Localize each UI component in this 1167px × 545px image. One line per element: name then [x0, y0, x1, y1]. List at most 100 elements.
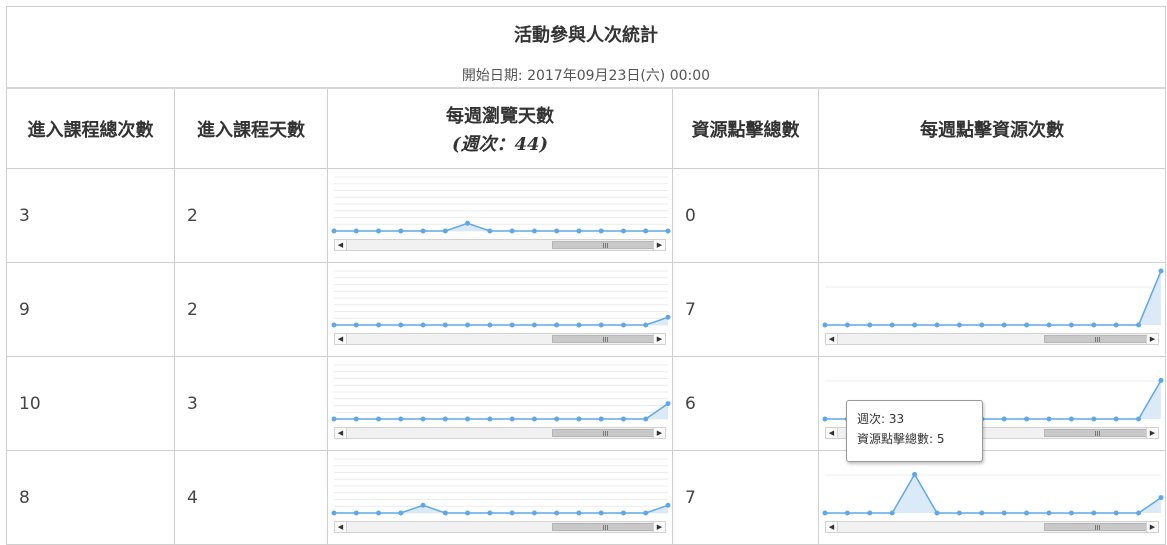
- scroll-right-icon[interactable]: ▶: [653, 522, 665, 532]
- header-total-entries: 進入課程總次數: [6, 87, 175, 169]
- scroll-left-icon[interactable]: ◀: [335, 240, 347, 250]
- clicks-point-12: [1091, 510, 1097, 516]
- clicks-point-3: [889, 322, 895, 328]
- browse-point-14: [643, 322, 649, 328]
- scroll-right-icon[interactable]: ▶: [653, 428, 665, 438]
- scroll-left-icon[interactable]: ◀: [335, 428, 347, 438]
- browse-point-9: [531, 416, 537, 422]
- browse-sparkline: [331, 458, 671, 516]
- scroll-thumb[interactable]: III: [552, 429, 659, 438]
- browse-point-0: [331, 510, 337, 516]
- chart-scrollbar[interactable]: ◀ III ▶: [334, 333, 666, 345]
- header-week-number: (週次：44): [451, 133, 549, 155]
- clicks-point-14: [1136, 510, 1142, 516]
- clicks-point-1: [844, 510, 850, 516]
- browse-point-1: [353, 322, 359, 328]
- browse-sparkline: [331, 364, 671, 422]
- clicks-point-11: [1068, 416, 1074, 422]
- browse-line: [334, 222, 668, 232]
- browse-point-3: [398, 510, 404, 516]
- browse-point-10: [554, 510, 560, 516]
- header-resource-clicks-total: 資源點擊總數: [672, 87, 819, 169]
- browse-point-5: [442, 228, 448, 234]
- browse-point-6: [465, 220, 471, 226]
- browse-point-13: [620, 228, 626, 234]
- scroll-thumb[interactable]: III: [552, 335, 659, 344]
- browse-sparkline-cell[interactable]: ◀ III ▶: [327, 356, 673, 451]
- browse-point-6: [465, 510, 471, 516]
- scroll-left-icon[interactable]: ◀: [826, 522, 838, 532]
- total-entries-cell: 3: [6, 168, 175, 263]
- browse-point-11: [576, 322, 582, 328]
- clicks-point-8: [1001, 416, 1007, 422]
- clicks-point-0: [822, 322, 828, 328]
- clicks-sparkline: [822, 471, 1164, 516]
- total-entries-cell: 8: [6, 450, 175, 545]
- browse-point-5: [442, 322, 448, 328]
- browse-point-14: [643, 510, 649, 516]
- browse-point-6: [465, 416, 471, 422]
- scroll-thumb[interactable]: III: [1044, 523, 1151, 532]
- browse-point-1: [353, 416, 359, 422]
- browse-area: [334, 505, 668, 513]
- scroll-thumb[interactable]: III: [1044, 335, 1151, 344]
- browse-line: [334, 316, 669, 326]
- scroll-right-icon[interactable]: ▶: [1146, 428, 1158, 438]
- browse-line: [334, 504, 669, 514]
- chart-scrollbar[interactable]: ◀ III ▶: [334, 521, 666, 533]
- scroll-right-icon[interactable]: ▶: [1146, 522, 1158, 532]
- scroll-right-icon[interactable]: ▶: [653, 334, 665, 344]
- chart-scrollbar[interactable]: ◀ III ▶: [825, 521, 1159, 533]
- clicks-point-5: [934, 322, 940, 328]
- clicks-sparkline-cell[interactable]: ◀ III ▶: [817, 450, 1167, 545]
- chart-scrollbar[interactable]: ◀ III ▶: [334, 239, 666, 251]
- clicks-area: [825, 271, 1161, 325]
- browse-point-2: [376, 322, 382, 328]
- scroll-thumb[interactable]: III: [552, 523, 659, 532]
- clicks-point-0: [822, 510, 828, 516]
- clicks-point-8: [1001, 322, 1007, 328]
- table-row: 8 4 ◀ III ▶ 7 ◀ III ▶: [6, 450, 1167, 545]
- scroll-left-icon[interactable]: ◀: [826, 334, 838, 344]
- browse-sparkline-cell[interactable]: ◀ III ▶: [327, 168, 673, 263]
- clicks-point-14: [1136, 416, 1142, 422]
- clicks-point-12: [1091, 416, 1097, 422]
- browse-point-9: [531, 322, 537, 328]
- browse-sparkline-cell[interactable]: ◀ III ▶: [327, 262, 673, 357]
- chart-scrollbar[interactable]: ◀ III ▶: [825, 333, 1159, 345]
- scroll-thumb[interactable]: III: [1044, 429, 1151, 438]
- scroll-right-icon[interactable]: ▶: [1146, 334, 1158, 344]
- browse-point-5: [442, 510, 448, 516]
- browse-sparkline-cell[interactable]: ◀ III ▶: [327, 450, 673, 545]
- chart-tooltip: 週次: 33 資源點擊總數: 5: [846, 400, 983, 462]
- browse-point-15: [665, 401, 671, 407]
- browse-point-3: [398, 416, 404, 422]
- clicks-point-10: [1046, 416, 1052, 422]
- browse-point-0: [331, 228, 337, 234]
- resource-clicks-cell: 0: [672, 168, 819, 263]
- browse-point-7: [487, 322, 493, 328]
- table-title: 活動參與人次統計: [514, 25, 658, 46]
- total-entries-cell: 10: [6, 356, 175, 451]
- scroll-left-icon[interactable]: ◀: [335, 522, 347, 532]
- days-entered-cell: 2: [174, 262, 328, 357]
- clicks-point-0: [822, 416, 828, 422]
- chart-scrollbar[interactable]: ◀ III ▶: [334, 427, 666, 439]
- clicks-point-15: [1158, 377, 1164, 383]
- browse-point-2: [376, 416, 382, 422]
- clicks-point-9: [1024, 510, 1030, 516]
- scroll-left-icon[interactable]: ◀: [826, 428, 838, 438]
- browse-point-10: [554, 322, 560, 328]
- clicks-point-7: [979, 322, 985, 328]
- clicks-point-11: [1068, 322, 1074, 328]
- browse-point-0: [331, 416, 337, 422]
- scroll-right-icon[interactable]: ▶: [653, 240, 665, 250]
- clicks-sparkline-cell[interactable]: [817, 168, 1167, 263]
- resource-clicks-cell: 7: [672, 262, 819, 357]
- clicks-line: [825, 270, 1162, 326]
- browse-point-14: [643, 416, 649, 422]
- browse-point-15: [665, 502, 671, 508]
- scroll-left-icon[interactable]: ◀: [335, 334, 347, 344]
- scroll-thumb[interactable]: III: [552, 241, 659, 250]
- clicks-sparkline-cell[interactable]: ◀ III ▶: [817, 262, 1167, 357]
